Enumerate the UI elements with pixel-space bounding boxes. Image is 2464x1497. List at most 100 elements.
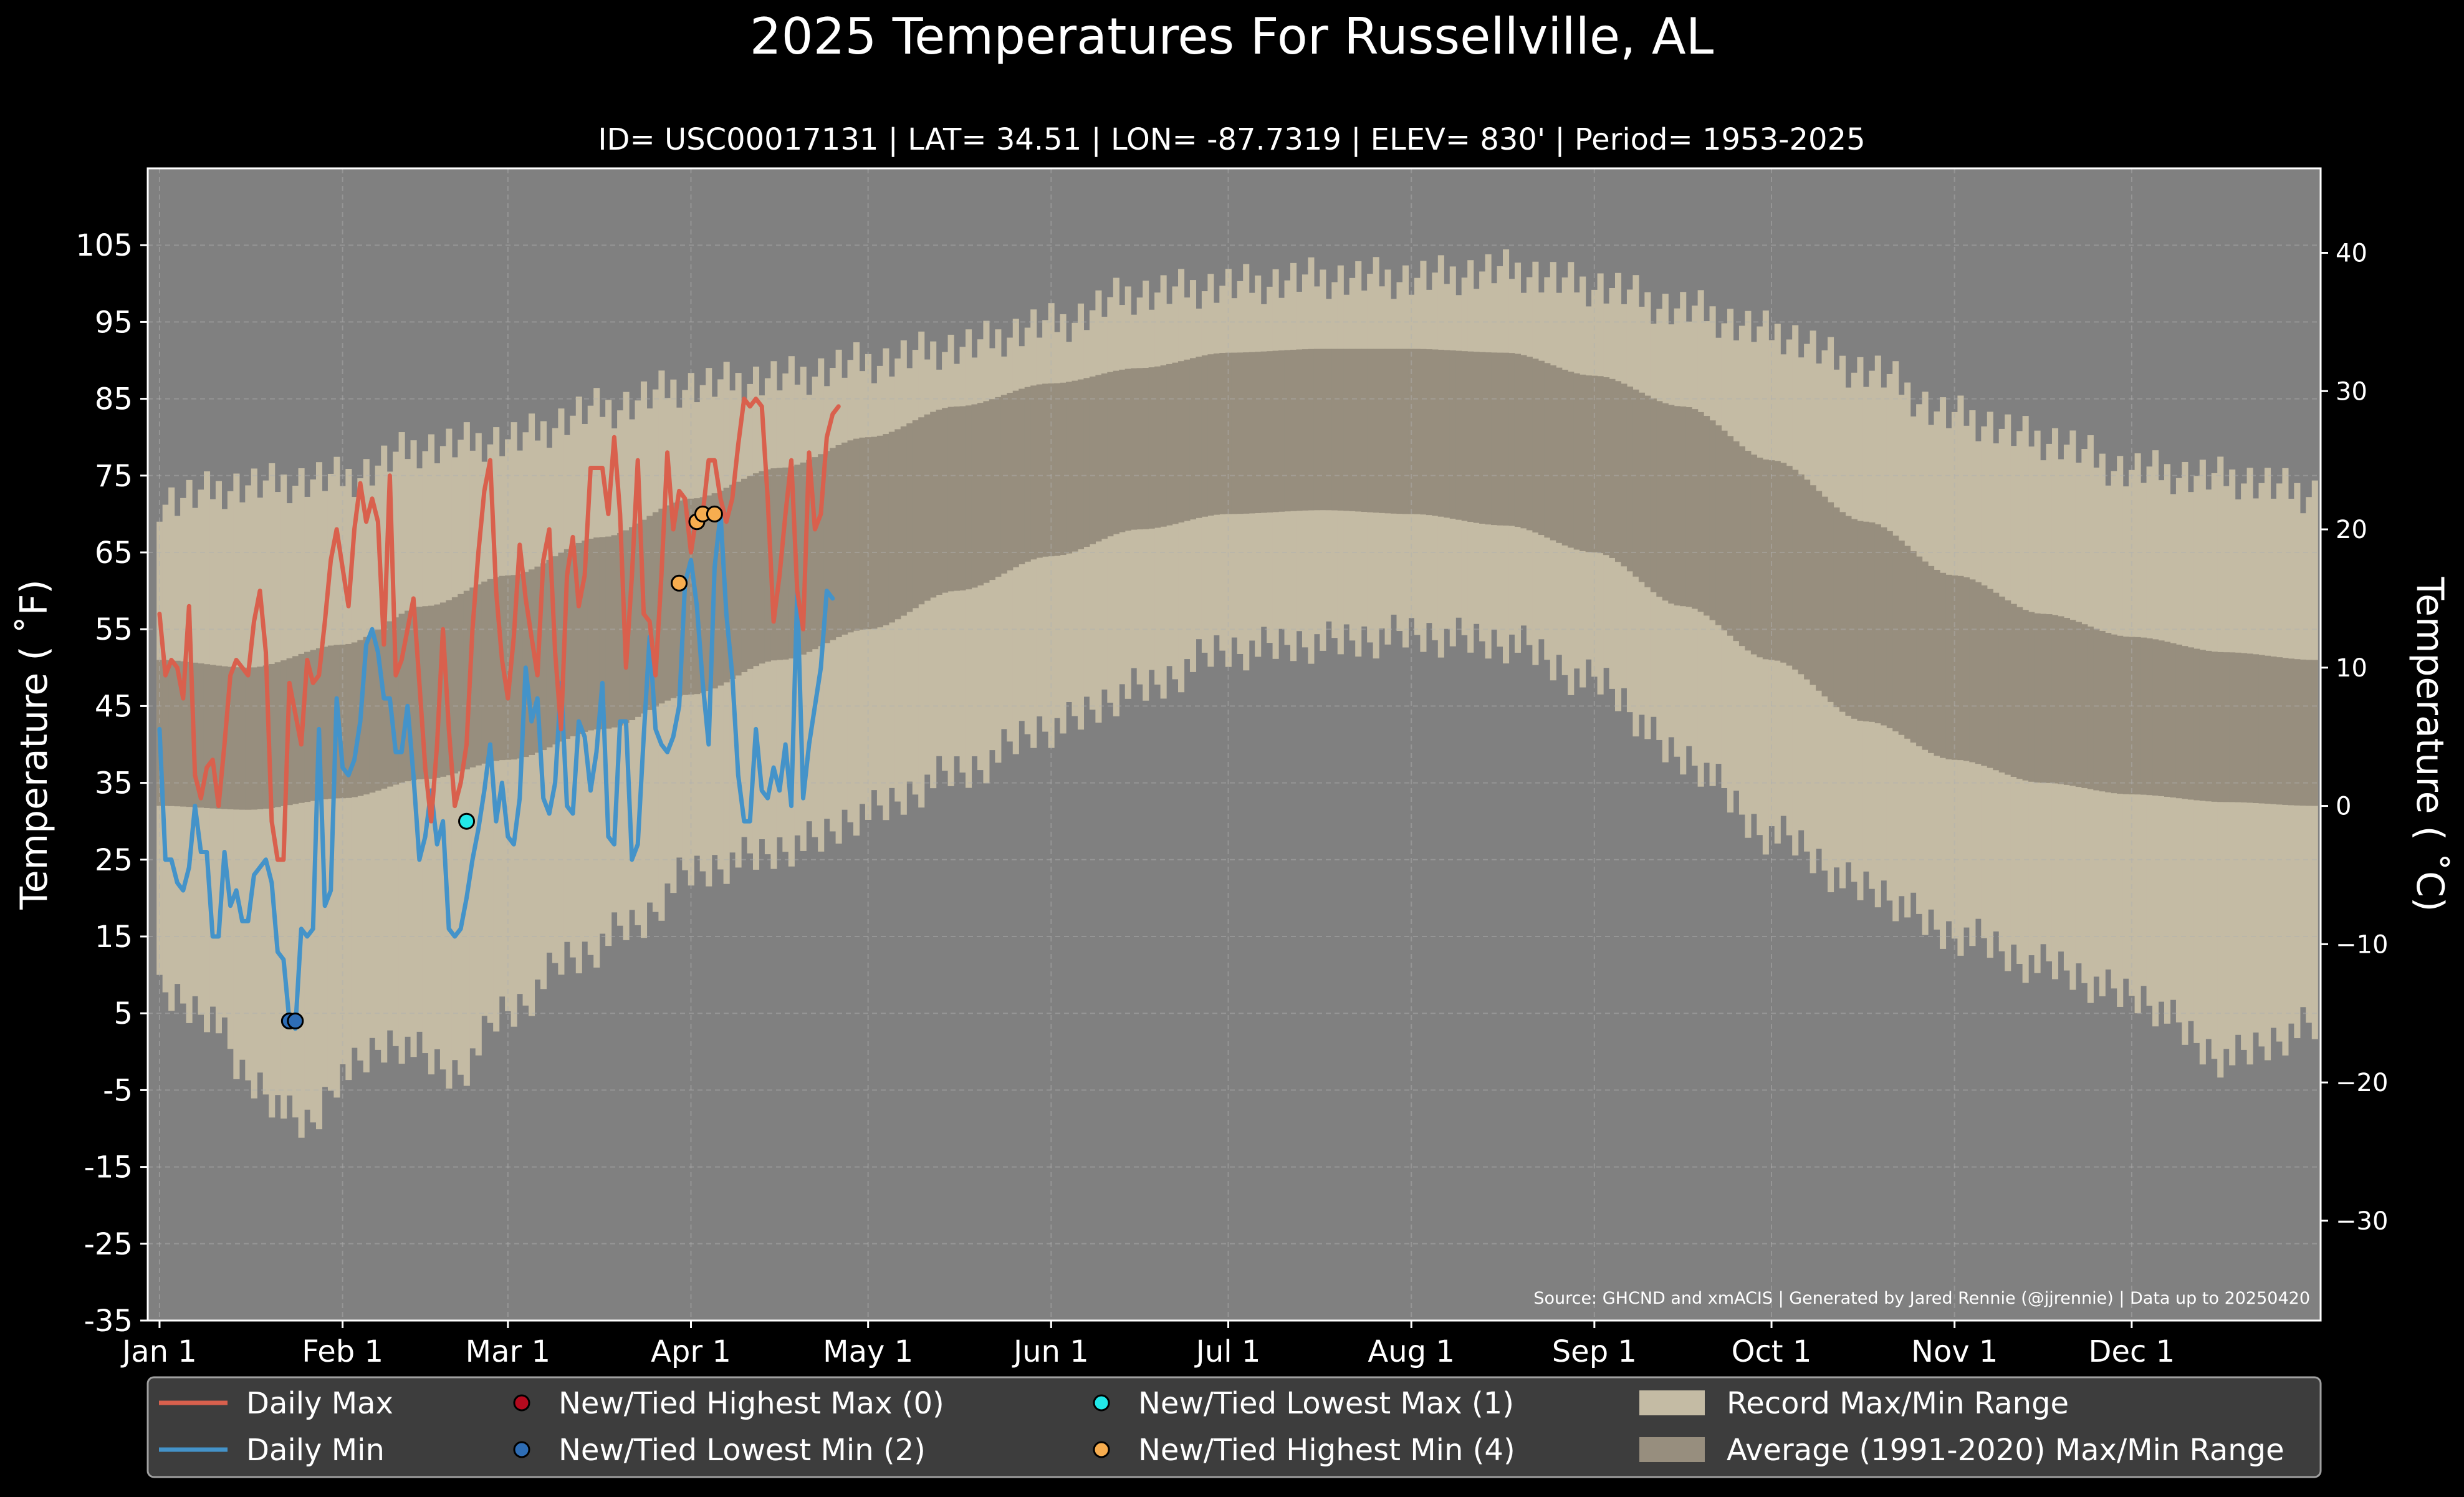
normal-range-bar: [203, 664, 211, 808]
normal-range-bar: [1998, 596, 2005, 773]
record-range-bar: [298, 468, 305, 1138]
normal-range-bar: [1886, 531, 1893, 728]
normal-range-bar: [983, 401, 990, 583]
record-point: [458, 812, 476, 830]
normal-range-bar: [812, 457, 818, 650]
normal-range-bar: [1609, 378, 1616, 558]
legend-swatch-box: [1639, 1390, 1705, 1415]
normal-range-bar: [1349, 349, 1356, 511]
y-tick-label: 95: [95, 305, 133, 340]
normal-range-bar: [1024, 387, 1031, 562]
normal-range-bar: [1738, 446, 1745, 647]
legend-label: New/Tied Lowest Max (1): [1138, 1386, 1514, 1421]
y-tick-label: 5: [113, 996, 133, 1031]
normal-range-bar: [959, 406, 966, 590]
normal-range-bar: [1963, 577, 1970, 761]
normal-range-bar: [245, 667, 252, 810]
normal-range-bar: [1243, 352, 1250, 514]
normal-range-bar: [1012, 390, 1019, 567]
y-axis-right: −30 −20 −10 0 10 20 30 40: [2321, 239, 2388, 1236]
normal-range-bar: [1957, 575, 1964, 761]
normal-range-bar: [1680, 406, 1687, 607]
normal-range-bar: [1727, 436, 1734, 636]
normal-range-bar: [729, 484, 736, 679]
y-tick-label: 35: [95, 766, 133, 801]
normal-range-bar: [924, 414, 931, 601]
normal-range-bar: [2205, 650, 2212, 802]
normal-range-bar: [517, 574, 524, 759]
x-tick-label: Jan 1: [120, 1334, 197, 1369]
normal-range-bar: [558, 552, 565, 742]
legend-label: Daily Max: [246, 1386, 393, 1421]
normal-range-bar: [209, 665, 216, 809]
normal-range-bar: [2099, 630, 2106, 792]
normal-range-bar: [1331, 349, 1338, 511]
legend-label: Average (1991-2020) Max/Min Range: [1727, 1433, 2284, 1468]
record-point: [671, 574, 688, 592]
x-tick-label: Apr 1: [651, 1334, 731, 1369]
normal-range-bar: [906, 423, 913, 612]
normal-range-bar: [782, 467, 789, 660]
normal-range-bar: [2217, 652, 2224, 802]
normal-range-bar: [1107, 372, 1114, 537]
normal-range-bar: [1881, 527, 1887, 726]
normal-range-bar: [652, 512, 659, 707]
y-axis-left: -35 -25 -15 -5 5 15 25 35 45 55 65 75 85 95 105: [75, 228, 148, 1339]
y-tick-label-right: 30: [2336, 377, 2367, 406]
normal-range-bar: [1839, 512, 1846, 712]
normal-range-bar: [180, 661, 187, 807]
normal-range-bar: [788, 466, 795, 659]
normal-range-bar: [1774, 461, 1781, 661]
normal-range-bar: [1172, 362, 1179, 524]
normal-range-bar: [1816, 491, 1823, 691]
normal-range-bar: [936, 410, 942, 595]
normal-range-bar: [1119, 369, 1126, 532]
legend-label: New/Tied Highest Max (0): [558, 1386, 944, 1421]
normal-range-bar: [1674, 406, 1680, 606]
x-tick-label: Dec 1: [2089, 1334, 2175, 1369]
normal-range-bar: [1461, 351, 1468, 521]
legend-box: [146, 1376, 2322, 1478]
normal-range-bar: [1568, 372, 1575, 548]
y-tick-label: -5: [103, 1073, 133, 1108]
normal-range-bar: [2010, 604, 2017, 777]
record-range-bar: [304, 496, 311, 1110]
normal-range-bar: [1054, 383, 1061, 556]
normal-range-bar: [1491, 352, 1498, 526]
normal-range-bar: [1503, 352, 1510, 526]
normal-range-bar: [2087, 626, 2094, 789]
normal-range-bar: [1561, 370, 1568, 546]
normal-range-bar: [1573, 373, 1580, 550]
normal-range-bar: [942, 408, 949, 593]
normal-range-bar: [818, 454, 825, 647]
normal-range-bar: [1757, 457, 1763, 658]
normal-range-bar: [1750, 455, 1757, 655]
normal-range-bar: [451, 597, 458, 774]
normal-range-bar: [2058, 616, 2064, 784]
normal-range-bar: [239, 667, 246, 810]
normal-range-bar: [2258, 655, 2265, 804]
normal-range-bar: [481, 581, 488, 764]
normal-range-bar: [439, 602, 446, 777]
normal-range-bar: [2175, 644, 2182, 799]
normal-range-bar: [1007, 392, 1014, 570]
normal-range-bar: [1650, 398, 1657, 592]
normal-range-bar: [617, 532, 624, 726]
normal-range-bar: [1449, 350, 1456, 519]
normal-range-bar: [912, 420, 919, 609]
normal-range-bar: [2164, 642, 2171, 797]
normal-range-bar: [1845, 516, 1852, 716]
normal-range-bar: [1278, 350, 1285, 512]
normal-range-bar: [1508, 353, 1515, 526]
normal-range-bar: [1526, 357, 1533, 531]
normal-range-bar: [1668, 405, 1675, 604]
normal-range-bar: [315, 648, 323, 801]
normal-range-bar: [1934, 569, 1940, 756]
y-tick-label-right: −10: [2336, 930, 2388, 959]
normal-range-bar: [2122, 637, 2129, 794]
normal-range-bar: [853, 438, 860, 631]
normal-range-bar: [251, 667, 257, 810]
normal-range-bar: [575, 542, 582, 734]
x-tick-label: Mar 1: [466, 1334, 550, 1369]
normal-range-bar: [1320, 349, 1326, 511]
